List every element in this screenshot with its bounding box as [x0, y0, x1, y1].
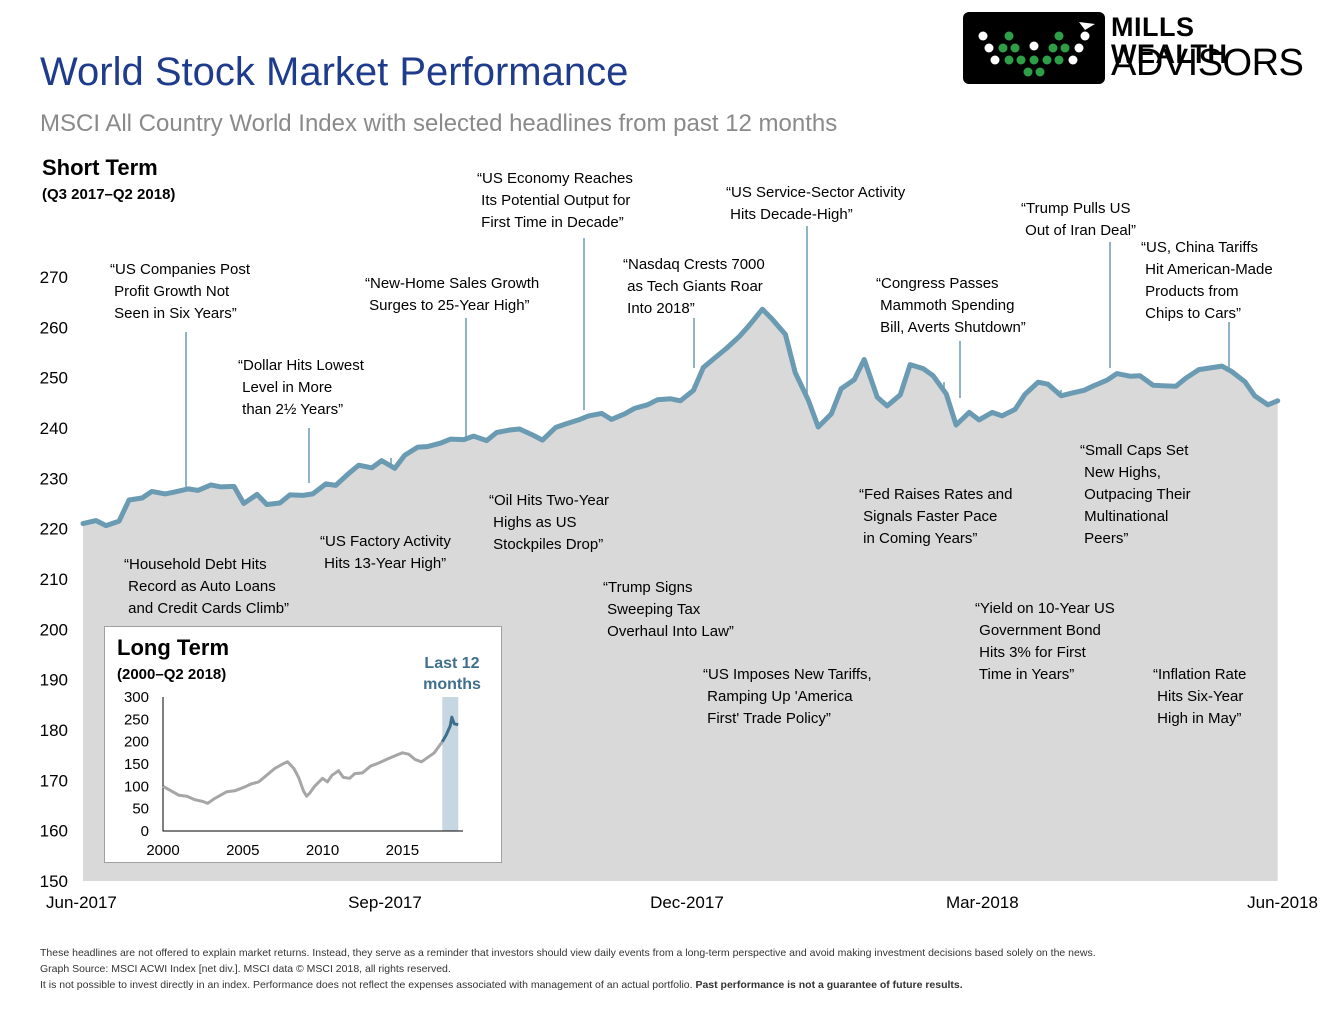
index-line — [80, 306, 1281, 529]
y-tick-label: 200 — [40, 620, 68, 639]
headline-annotation: “Trump Pulls US Out of Iran Deal” — [1021, 200, 1137, 239]
last-12-months-label: Last 12 months — [423, 655, 481, 693]
y-tick-label: 190 — [40, 671, 68, 690]
page-title: World Stock Market Performance — [40, 50, 629, 94]
headline-annotation: “New-Home Sales Growth Surges to 25-Year… — [365, 275, 540, 314]
y-tick-label: 270 — [40, 268, 68, 287]
footer-source: Graph Source: MSCI ACWI Index [net div.]… — [40, 963, 451, 975]
x-tick-label: Jun-2017 — [46, 893, 117, 912]
headline-annotation: “Congress Passes Mammoth Spending Bill, … — [876, 275, 1026, 336]
headline-annotation: “Nasdaq Crests 7000 as Tech Giants Roar … — [623, 256, 765, 317]
inset-y-tick-label: 50 — [132, 801, 149, 818]
headline-annotation: “Small Caps Set New Highs, Outpacing The… — [1080, 442, 1191, 547]
long-term-title: Long Term — [117, 635, 230, 660]
company-logo: MILLS WEALTH ADVISORS — [963, 12, 1315, 84]
long-term-index-line — [162, 740, 444, 805]
y-tick-label: 260 — [40, 318, 68, 337]
inset-y-tick-label: 150 — [124, 756, 149, 773]
y-tick-label: 240 — [40, 419, 68, 438]
inset-x-tick-label: 2005 — [226, 842, 259, 859]
y-tick-label: 180 — [40, 721, 68, 740]
inset-axes — [162, 697, 463, 832]
last-12-months-band — [442, 697, 459, 831]
x-tick-label: Sep-2017 — [348, 893, 422, 912]
last-12-months-line — [441, 715, 459, 743]
x-tick-label: Dec-2017 — [650, 893, 724, 912]
long-term-range: (2000–Q2 2018) — [117, 666, 227, 683]
long-term-inset: Long Term (2000–Q2 2018) 0 50 100 150 200 250… — [104, 626, 502, 863]
inset-y-tick-label: 300 — [124, 689, 149, 706]
headline-annotation: “US Companies Post Profit Growth Not See… — [110, 261, 251, 322]
footer-performance-text: It is not possible to invest directly in… — [40, 979, 696, 991]
inset-x-tick-label: 2000 — [146, 842, 179, 859]
headline-annotation: “Yield on 10-Year US Government Bond Hit… — [975, 600, 1115, 683]
logo-text-line2: ADVISORS — [1111, 42, 1304, 84]
inset-y-tick-label: 200 — [124, 734, 149, 751]
headline-annotation: “US Imposes New Tariffs, Ramping Up 'Ame… — [703, 666, 872, 727]
headline-annotation: “US Service-Sector Activity Hits Decade-… — [726, 184, 906, 223]
headline-annotation: “Oil Hits Two-Year Highs as US Stockpile… — [489, 492, 610, 553]
headline-annotation: “Household Debt Hits Record as Auto Loan… — [124, 556, 290, 617]
footer-disclaimer: These headlines are not offered to expla… — [40, 947, 1096, 959]
inset-y-tick-label: 0 — [141, 823, 149, 840]
headline-annotation: “US Economy Reaches Its Potential Output… — [477, 170, 633, 231]
y-tick-label: 220 — [40, 520, 68, 539]
headline-annotation: “Inflation Rate Hits Six-Year High in Ma… — [1153, 666, 1247, 727]
inset-x-tick-label: 2010 — [306, 842, 339, 859]
short-term-title: Short Term — [42, 155, 158, 180]
inset-y-tick-label: 100 — [124, 778, 149, 795]
long-term-chart: 0 50 100 150 200 250 300 2000 2005 2010 2015 — [124, 689, 463, 859]
y-tick-label: 210 — [40, 570, 68, 589]
headline-annotation: “Trump Signs Sweeping Tax Overhaul Into … — [603, 579, 734, 640]
y-tick-label: 160 — [40, 822, 68, 841]
short-term-range: (Q3 2017–Q2 2018) — [42, 186, 176, 203]
headline-annotation: “Dollar Hits Lowest Level in More than 2… — [238, 357, 364, 418]
inset-x-tick-label: 2015 — [386, 842, 419, 859]
y-tick-label: 150 — [40, 872, 68, 891]
y-tick-label: 170 — [40, 771, 68, 790]
page-subtitle: MSCI All Country World Index with select… — [40, 110, 838, 137]
logo-text-line1: MILLS WEALTH — [1111, 12, 1228, 69]
headline-annotation: “US Factory Activity Hits 13-Year High” — [320, 533, 451, 572]
footer-performance: It is not possible to invest directly in… — [40, 980, 963, 991]
y-tick-label: 250 — [40, 369, 68, 388]
y-tick-label: 230 — [40, 469, 68, 488]
x-tick-label: Mar-2018 — [946, 893, 1019, 912]
headline-annotation: “US, China Tariffs Hit American-Made Pro… — [1141, 239, 1273, 322]
x-tick-label: Jun-2018 — [1247, 893, 1318, 912]
headline-annotation: “Fed Raises Rates and Signals Faster Pac… — [859, 486, 1013, 547]
logo-mark-icon — [978, 22, 1095, 77]
logo-mark — [963, 12, 1105, 84]
inset-y-tick-label: 250 — [124, 711, 149, 728]
footer-performance-bold: Past performance is not a guarantee of f… — [695, 979, 963, 991]
